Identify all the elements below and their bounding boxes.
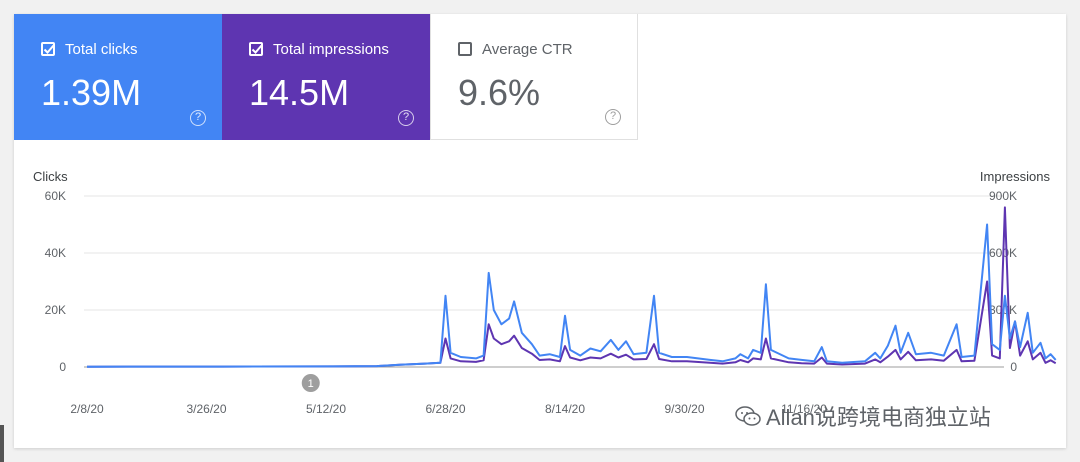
average-ctr-label: Average CTR <box>482 41 573 58</box>
average-ctr-value: 9.6% <box>458 72 541 113</box>
x-tick-label: 11/16/20 <box>781 402 827 416</box>
x-tick-label: 6/28/20 <box>425 402 465 416</box>
watermark: Allan说跨境电商独立站 <box>734 400 991 432</box>
total-impressions-label: Total impressions <box>273 41 389 58</box>
total-clicks-label: Total clicks <box>65 41 138 58</box>
x-tick-label: 8/14/20 <box>545 402 585 416</box>
window-edge <box>0 425 4 462</box>
average-ctr-checkbox[interactable] <box>458 42 472 56</box>
average-ctr-tile[interactable]: Average CTR 9.6% ? <box>430 14 638 140</box>
annotation-marker <box>301 374 320 392</box>
help-icon[interactable]: ? <box>398 110 414 126</box>
y-tick-label-right: 0 <box>1010 360 1017 374</box>
total-clicks-value: 1.39M <box>41 72 142 113</box>
y-tick-label-left: 0 <box>59 360 66 374</box>
checkmark-icon <box>251 44 263 54</box>
series-line-clicks <box>86 223 1057 368</box>
x-tick-label: 5/12/20 <box>306 402 346 416</box>
wechat-icon <box>734 405 762 427</box>
performance-card: Total clicks 1.39M ? Total impressions 1… <box>14 14 1066 448</box>
y-tick-label-right: 900K <box>989 189 1017 203</box>
total-impressions-value: 14.5M <box>249 72 350 113</box>
help-icon[interactable]: ? <box>190 110 206 126</box>
total-clicks-tile[interactable]: Total clicks 1.39M ? <box>14 14 222 140</box>
watermark-text: Allan说跨境电商独立站 <box>766 405 991 430</box>
total-clicks-checkbox[interactable] <box>41 42 55 56</box>
y-tick-label-left: 20K <box>45 303 66 317</box>
series-line-impressions <box>86 206 1057 368</box>
right-axis-title: Impressions <box>979 169 1050 184</box>
total-impressions-tile[interactable]: Total impressions 14.5M ? <box>222 14 430 140</box>
y-tick-label-left: 40K <box>45 246 66 260</box>
help-icon[interactable]: ? <box>605 109 621 125</box>
y-tick-label-left: 60K <box>45 189 66 203</box>
x-tick-label: 3/26/20 <box>186 402 226 416</box>
total-impressions-checkbox[interactable] <box>249 42 263 56</box>
annotation-marker-label: 1 <box>308 378 314 390</box>
left-axis-title: Clicks <box>33 169 68 184</box>
x-tick-label: 9/30/20 <box>664 402 704 416</box>
x-tick-label: 2/8/20 <box>70 402 104 416</box>
checkmark-icon <box>43 44 55 54</box>
